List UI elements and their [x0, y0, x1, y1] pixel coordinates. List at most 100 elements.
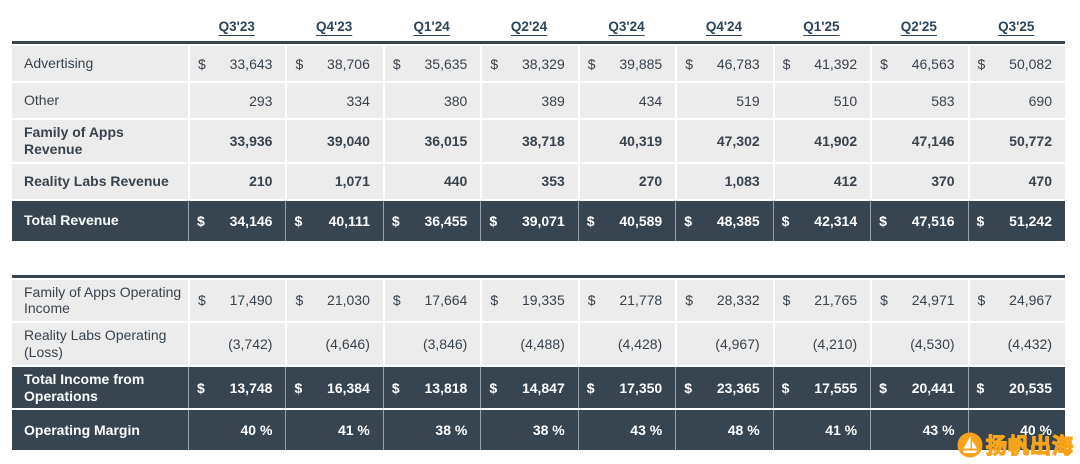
data-cell: 43 %: [577, 410, 676, 451]
cell-value: 40,319: [619, 132, 663, 149]
data-cell: 690: [967, 83, 1065, 118]
cell-value: 50,082: [1009, 55, 1052, 72]
cell-value: 510: [833, 92, 858, 109]
column-header-label: Q1'25: [803, 19, 840, 34]
data-cell: 39,040: [285, 120, 383, 162]
data-cell: 47,302: [675, 120, 773, 162]
column-header: Q3'25: [968, 12, 1065, 34]
data-cell: $39,885: [577, 46, 676, 81]
dollar-sign: $: [976, 212, 985, 229]
cell-value: 41,902: [814, 132, 858, 149]
data-cell: 510: [772, 83, 871, 118]
dollar-sign: $: [587, 55, 596, 72]
dollar-sign: $: [976, 379, 985, 396]
cell-value: 40,589: [619, 212, 663, 229]
cell-value: (4,210): [812, 335, 858, 352]
data-cell: $38,706: [285, 46, 383, 81]
cell-value: 20,535: [1009, 379, 1052, 396]
cell-value: 412: [833, 173, 858, 190]
data-cell: $24,967: [967, 279, 1065, 322]
data-cell: 38 %: [480, 410, 578, 451]
cell-value: 35,635: [424, 55, 468, 72]
data-cell: 370: [870, 163, 968, 199]
row-label: Reality Labs Operating (Loss): [12, 323, 188, 365]
cell-value: 48,385: [716, 212, 760, 229]
column-header: Q4'23: [285, 12, 382, 34]
cell-value: 293: [249, 92, 273, 109]
watermark: 扬帆出海: [957, 430, 1074, 460]
dollar-sign: $: [490, 55, 499, 72]
dollar-sign: $: [684, 212, 693, 229]
cell-value: (4,428): [617, 335, 663, 352]
dollar-sign: $: [586, 379, 595, 396]
row-label: Reality Labs Revenue: [12, 163, 188, 199]
data-cell: 519: [675, 83, 773, 118]
data-cell: (4,210): [772, 323, 871, 365]
cell-value: 16,384: [327, 379, 370, 396]
data-cell: $28,332: [675, 279, 773, 322]
data-cell: 1,083: [675, 163, 773, 199]
data-cell: $41,392: [772, 46, 871, 81]
data-cell: $51,242: [967, 200, 1065, 241]
dollar-sign: $: [685, 55, 694, 72]
data-cell: 210: [188, 163, 286, 199]
data-cell: $20,441: [870, 366, 968, 409]
cell-value: 583: [931, 92, 955, 109]
cell-value: 34,146: [229, 212, 273, 229]
dollar-sign: $: [197, 379, 205, 396]
row-label: Total Revenue: [12, 200, 188, 241]
column-header: Q2'25: [870, 12, 967, 34]
data-cell: 33,936: [188, 120, 286, 162]
data-cell: 40 %: [188, 410, 286, 451]
cell-value: 28,332: [716, 292, 760, 309]
data-cell: 434: [577, 83, 676, 118]
dollar-sign: $: [489, 212, 498, 229]
table-row: Total Revenue $34,146 $40,111 $36,455 $39,07…: [12, 200, 1065, 241]
table-row: Total Income from Operations $13,748 $16,3…: [12, 366, 1065, 409]
data-cell: $35,635: [382, 46, 481, 81]
data-cell: $23,365: [675, 366, 773, 409]
dollar-sign: $: [391, 212, 400, 229]
dollar-sign: $: [685, 292, 694, 309]
cell-value: 389: [541, 92, 565, 109]
watermark-text: 扬帆出海: [985, 434, 1074, 458]
dollar-sign: $: [879, 379, 887, 396]
dollar-sign: $: [294, 212, 303, 229]
data-cell: $42,314: [772, 200, 871, 241]
row-label: Total Income from Operations: [12, 366, 188, 409]
sail-logo-icon: [957, 432, 983, 458]
dollar-sign: $: [198, 55, 206, 72]
data-cell: 41 %: [285, 410, 383, 451]
data-cell: $48,385: [675, 200, 773, 241]
cell-value: 23,365: [716, 379, 760, 396]
column-header: Q2'24: [480, 12, 577, 34]
cell-value: 519: [736, 92, 760, 109]
data-cell: 380: [382, 83, 481, 118]
dollar-sign: $: [198, 292, 206, 309]
dollar-sign: $: [879, 212, 887, 229]
column-header-label: Q4'24: [705, 19, 743, 34]
dollar-sign: $: [977, 292, 986, 309]
table-row: Reality Labs Revenue 210 1,071 440 353 270 1,0…: [12, 163, 1065, 199]
data-cell: 40 %: [967, 410, 1065, 451]
data-cell: $21,765: [772, 279, 871, 322]
data-cell: $17,490: [188, 279, 286, 322]
operating-income-table: Family of Apps Operating Income $17,490 $2…: [12, 274, 1065, 451]
cell-value: 41 %: [825, 422, 858, 439]
cell-value: 36,015: [424, 132, 468, 149]
dollar-sign: $: [197, 212, 205, 229]
dollar-sign: $: [781, 379, 790, 396]
data-cell: $24,971: [870, 279, 968, 322]
table-row: Reality Labs Operating (Loss) (3,742) (4,6…: [12, 323, 1065, 365]
dollar-sign: $: [294, 379, 303, 396]
data-cell: $47,516: [870, 200, 968, 241]
row-label: Advertising: [12, 46, 188, 81]
dollar-sign: $: [391, 379, 400, 396]
tables-gap: [12, 241, 1065, 275]
cell-value: 41,392: [814, 55, 858, 72]
cell-value: 13,818: [424, 379, 468, 396]
cell-value: 47,516: [911, 212, 955, 229]
data-cell: 47,146: [870, 120, 968, 162]
column-header: Q1'24: [383, 12, 480, 34]
data-cell: 334: [285, 83, 383, 118]
